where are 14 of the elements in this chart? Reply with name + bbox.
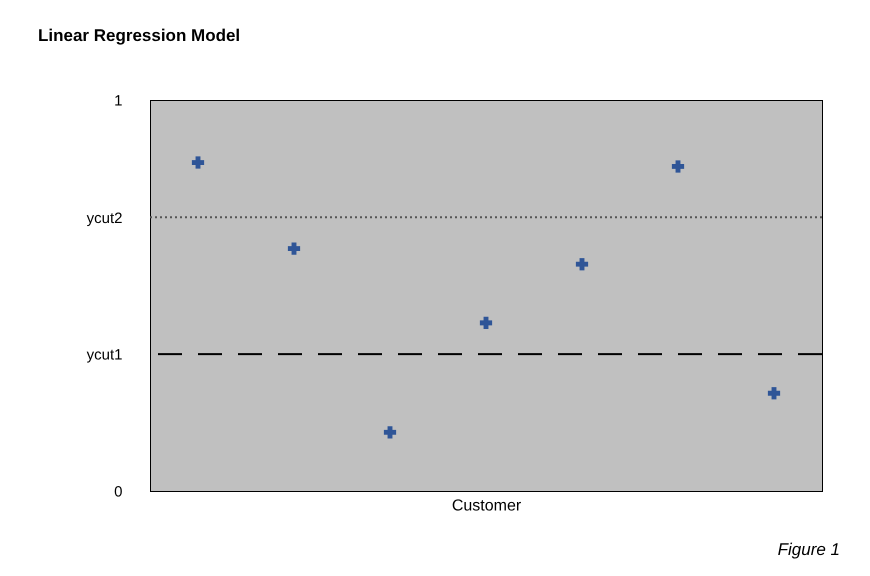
y-tick-label: ycut2 xyxy=(86,210,122,227)
point xyxy=(768,387,780,400)
caption: Figure 1 xyxy=(778,540,840,560)
point xyxy=(672,160,684,173)
point xyxy=(384,426,396,438)
x-axis-title: Customer xyxy=(452,498,522,514)
y-tick-label: 0 xyxy=(114,484,122,500)
point xyxy=(576,258,588,270)
y-tick-label: ycut1 xyxy=(86,346,122,364)
point xyxy=(288,242,300,255)
y-tick-label: 1 xyxy=(114,92,122,110)
point xyxy=(480,316,492,329)
chart-title: Linear Regression Model xyxy=(38,26,240,45)
point xyxy=(192,156,204,169)
